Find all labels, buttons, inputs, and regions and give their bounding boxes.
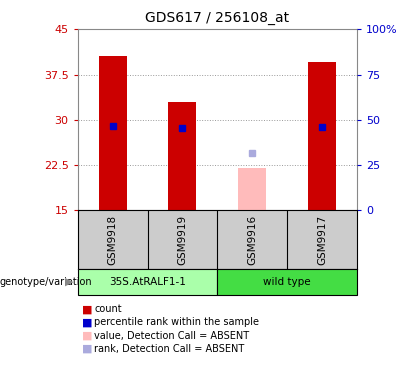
Bar bbox=[218, 269, 357, 295]
Text: ■: ■ bbox=[82, 304, 92, 314]
Bar bbox=[78, 269, 218, 295]
Bar bbox=[308, 63, 336, 210]
Text: ■: ■ bbox=[82, 317, 92, 328]
Text: wild type: wild type bbox=[263, 277, 311, 287]
Title: GDS617 / 256108_at: GDS617 / 256108_at bbox=[145, 11, 289, 26]
Text: ■: ■ bbox=[82, 330, 92, 341]
Text: GSM9919: GSM9919 bbox=[177, 215, 187, 265]
Text: GSM9917: GSM9917 bbox=[317, 215, 327, 265]
Text: ▶: ▶ bbox=[65, 277, 73, 287]
Bar bbox=[99, 56, 126, 210]
Text: ■: ■ bbox=[82, 344, 92, 354]
Text: 35S.AtRALF1-1: 35S.AtRALF1-1 bbox=[109, 277, 186, 287]
Bar bbox=[238, 168, 266, 210]
Text: rank, Detection Call = ABSENT: rank, Detection Call = ABSENT bbox=[94, 344, 245, 354]
Text: percentile rank within the sample: percentile rank within the sample bbox=[94, 317, 260, 328]
Text: count: count bbox=[94, 304, 122, 314]
Bar bbox=[168, 102, 197, 210]
Text: value, Detection Call = ABSENT: value, Detection Call = ABSENT bbox=[94, 330, 249, 341]
Text: genotype/variation: genotype/variation bbox=[0, 277, 93, 287]
Text: GSM9918: GSM9918 bbox=[108, 215, 118, 265]
Text: GSM9916: GSM9916 bbox=[247, 215, 257, 265]
